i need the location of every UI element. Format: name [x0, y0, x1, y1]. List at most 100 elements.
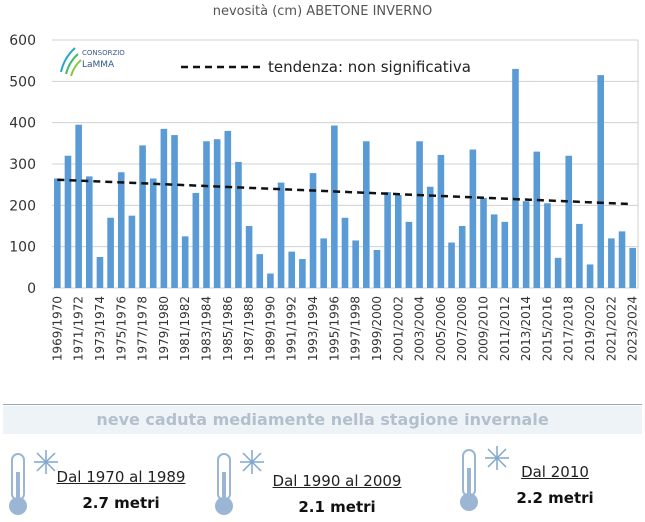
x-tick-label: 1971/1972 [72, 296, 86, 361]
x-tick-label: 2023/2024 [626, 296, 640, 361]
bar [458, 226, 466, 288]
y-tick-label: 100 [9, 240, 36, 256]
bar [213, 139, 221, 288]
bars [54, 68, 636, 288]
period-label: Dal 2010 [521, 463, 589, 481]
bar [490, 214, 498, 288]
bar [416, 141, 423, 288]
bar [75, 124, 82, 288]
period-2010: Dal 2010 2.2 metri [505, 463, 605, 507]
bar [96, 257, 104, 288]
bar [309, 173, 317, 288]
thermometer-snowflake-icon [460, 446, 509, 511]
period-value: 2.1 metri [298, 498, 376, 516]
y-tick-label: 200 [9, 198, 36, 214]
period-value: 2.7 metri [82, 494, 160, 512]
bar [394, 195, 402, 288]
x-tick-label: 2009/2010 [477, 296, 491, 361]
x-tick-label: 1973/1974 [93, 296, 107, 361]
bar [277, 182, 285, 288]
x-tick-label: 2005/2006 [434, 296, 448, 361]
y-tick-label: 0 [27, 281, 36, 297]
lamma-logo: CONSORZIO LaMMA [60, 47, 125, 77]
period-1990-2009: Dal 1990 al 2009 2.1 metri [264, 472, 410, 516]
bar [203, 141, 210, 288]
summary-banner: neve caduta mediamente nella stagione in… [3, 406, 642, 434]
bar [352, 240, 359, 288]
bar [522, 201, 530, 288]
period-value: 2.2 metri [516, 489, 594, 507]
bar [149, 178, 157, 288]
bar [320, 238, 327, 288]
period-label: Dal 1990 al 2009 [272, 472, 402, 490]
bar [245, 226, 253, 288]
x-tick-label: 2015/2016 [540, 296, 554, 361]
period-label: Dal 1970 al 1989 [56, 468, 186, 486]
bar [618, 231, 626, 288]
y-tick-label: 500 [9, 74, 36, 90]
bar [160, 128, 168, 288]
bar [501, 221, 509, 288]
bar [331, 125, 338, 288]
logo-name: LaMMA [82, 60, 115, 70]
bar [480, 197, 487, 288]
bar [224, 130, 232, 288]
x-tick-label: 1977/1978 [136, 296, 150, 361]
y-tick-label: 400 [9, 116, 36, 132]
thermometer-snowflake-icon [9, 450, 58, 515]
bar [341, 217, 349, 288]
bar [576, 223, 583, 288]
bar [586, 264, 594, 288]
x-tick-label: 1995/1996 [327, 296, 341, 361]
x-tick-label: 2007/2008 [455, 296, 469, 361]
y-tick-label: 600 [9, 33, 36, 49]
x-tick-label: 1975/1976 [114, 296, 128, 361]
bar [405, 221, 413, 288]
thermometer-snowflake-icon [215, 450, 264, 515]
x-tick-label: 2003/2004 [413, 296, 427, 361]
x-axis-ticks: 1969/1970 1971/1972 1973/1974 1975/1976 1977… [50, 296, 639, 361]
bar [54, 178, 61, 288]
divider [3, 404, 642, 405]
bar [544, 203, 551, 288]
x-tick-label: 1999/2000 [370, 296, 384, 361]
x-tick-label: 1985/1986 [221, 296, 235, 361]
x-tick-label: 1997/1998 [349, 296, 363, 361]
bar [85, 176, 93, 288]
x-tick-label: 2011/2012 [498, 296, 512, 361]
x-tick-label: 2013/2014 [519, 296, 533, 361]
bar [373, 249, 381, 288]
x-tick-label: 1979/1980 [157, 296, 171, 361]
bar [469, 149, 477, 288]
y-tick-label: 300 [9, 157, 36, 173]
x-tick-label: 1991/1992 [285, 296, 299, 361]
bar [554, 257, 562, 288]
bar [256, 254, 264, 288]
bar [512, 68, 519, 288]
bar [192, 192, 200, 288]
bar [128, 215, 136, 288]
period-1970-1989: Dal 1970 al 1989 2.7 metri [50, 468, 192, 512]
x-tick-label: 2021/2022 [604, 296, 618, 361]
legend-trend-label: tendenza: non significativa [268, 58, 471, 76]
x-tick-label: 2001/2002 [391, 296, 405, 361]
bar [384, 192, 391, 288]
lamma-logo-mark [60, 47, 82, 77]
bar [288, 251, 296, 288]
bar [181, 236, 189, 288]
bar [533, 151, 541, 288]
bar [107, 217, 114, 288]
x-tick-label: 2019/2020 [583, 296, 597, 361]
chart-title: nevosità (cm) ABETONE INVERNO [212, 4, 433, 19]
bar [117, 172, 125, 288]
x-tick-label: 1981/1982 [178, 296, 192, 361]
x-tick-label: 2017/2018 [562, 296, 576, 361]
bar [139, 145, 146, 288]
bar [608, 238, 615, 288]
bar [235, 161, 242, 288]
bar [597, 75, 605, 288]
bar [171, 135, 178, 288]
x-tick-label: 1987/1988 [242, 296, 256, 361]
y-axis-ticks: 0 100 200 300 400 500 600 [9, 33, 36, 297]
